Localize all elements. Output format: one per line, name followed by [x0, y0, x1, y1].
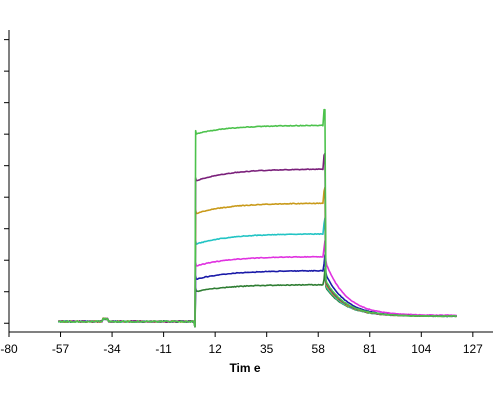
x-tick-label: 127 [463, 342, 483, 356]
axes: -80 -57 -34 -11 12 35 58 81 104 127 [0, 30, 493, 356]
x-tick-label: 81 [363, 342, 377, 356]
x-tick-label: -11 [155, 342, 172, 356]
x-tick-label: 58 [312, 342, 326, 356]
x-tick-label: -57 [52, 342, 70, 356]
series-line-6 [58, 152, 457, 328]
x-tick-label: 35 [260, 342, 274, 356]
series-line-1 [58, 268, 457, 328]
x-tick-label: -80 [0, 342, 18, 356]
series-line-3 [58, 240, 457, 328]
x-tick-label: 104 [411, 342, 431, 356]
x-axis-title: Tim e [229, 361, 260, 375]
x-tick-label: 12 [208, 342, 222, 356]
series-line-7 [57, 108, 457, 328]
x-tick-label: -34 [103, 342, 121, 356]
series-group [57, 108, 458, 328]
